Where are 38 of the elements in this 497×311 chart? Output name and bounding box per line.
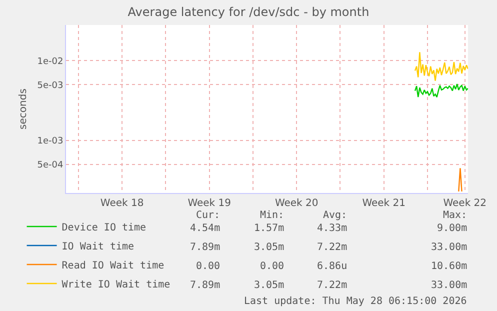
x-tick-label: Week 21 bbox=[362, 198, 406, 209]
text: 4.54m bbox=[190, 223, 220, 234]
text: Last update: Thu May 28 06:15:00 2026 bbox=[244, 296, 467, 307]
text: 4.33m bbox=[317, 223, 348, 234]
line-series bbox=[414, 52, 468, 82]
text: 7.89m bbox=[190, 242, 220, 253]
legend-label: Read IO Wait time bbox=[62, 260, 164, 272]
text: 33.00m bbox=[431, 280, 468, 291]
text: 10.60m bbox=[431, 261, 468, 272]
y-tick-label: 1e-02 bbox=[37, 56, 64, 67]
x-tick-label: Week 20 bbox=[274, 198, 318, 209]
text: 33.00m bbox=[431, 242, 468, 253]
text: 3.05m bbox=[254, 280, 284, 291]
text: 6.86u bbox=[317, 261, 348, 272]
y-tick-label: 5e-04 bbox=[37, 160, 64, 171]
line-series bbox=[414, 83, 468, 98]
text: 7.22m bbox=[317, 242, 348, 253]
text: Cur: bbox=[196, 210, 220, 221]
y-tick-label: 1e-03 bbox=[37, 136, 64, 147]
legend-label: Device IO time bbox=[62, 222, 146, 234]
text: 7.89m bbox=[190, 280, 220, 291]
text: Max: bbox=[443, 210, 468, 221]
text: Avg: bbox=[323, 210, 348, 221]
text: 0.00 bbox=[260, 261, 284, 272]
text: 1.57m bbox=[254, 223, 284, 234]
y-tick-label: 5e-03 bbox=[37, 80, 64, 91]
text: Min: bbox=[260, 210, 284, 221]
text: 0.00 bbox=[196, 261, 220, 272]
x-tick-label: Week 18 bbox=[100, 198, 144, 209]
x-tick-label: Week 22 bbox=[443, 198, 487, 209]
legend-label: Write IO Wait time bbox=[62, 279, 170, 290]
text: 9.00m bbox=[437, 223, 468, 234]
text: 7.22m bbox=[317, 280, 348, 291]
text: 3.05m bbox=[254, 242, 284, 253]
chart-title: Average latency for /dev/sdc - by month bbox=[128, 5, 370, 20]
legend-label: IO Wait time bbox=[62, 241, 134, 252]
y-axis-title: seconds bbox=[18, 88, 30, 130]
x-tick-label: Week 19 bbox=[188, 198, 232, 209]
